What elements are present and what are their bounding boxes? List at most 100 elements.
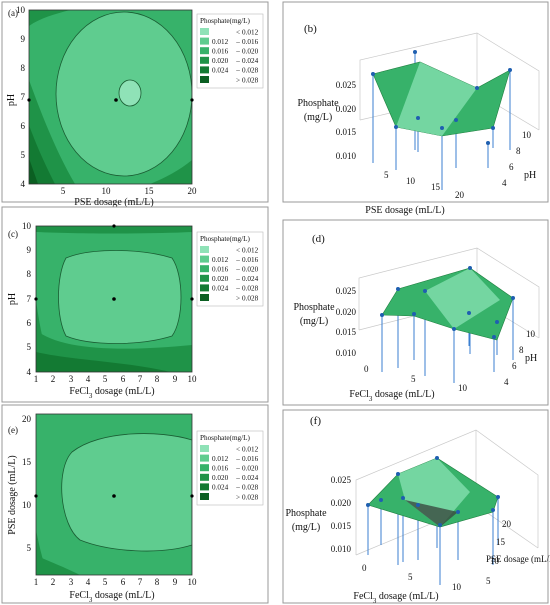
xtick: 4 (86, 374, 91, 384)
ztick: 0.025 (331, 475, 352, 485)
ytick: 8 (516, 146, 521, 156)
xtick: 10 (188, 577, 198, 587)
contour-a-axes (28, 9, 193, 185)
contour-e-band-012 (61, 433, 192, 552)
legend-entry-text: 0.028 (242, 76, 259, 84)
legend-entry-text: 0.016 (242, 256, 259, 264)
contour-e-center-point (112, 494, 116, 498)
contour-a-xticks: 5 10 15 20 (61, 186, 197, 196)
xtick: 5 (61, 186, 66, 196)
ztick: 0.010 (336, 348, 357, 358)
legend-entry-text: – (235, 455, 240, 463)
legend-swatch (200, 28, 209, 35)
legend-swatch (200, 454, 209, 462)
xtick: 10 (102, 186, 112, 196)
panel-label-f: (f) (310, 415, 321, 427)
legend-entry-text: 0.020 (212, 275, 229, 283)
ytick: 20 (502, 519, 512, 529)
panel-c: (c) 1 2 3 4 5 6 7 8 9 10 4 5 (1, 206, 269, 403)
xtick: 6 (121, 577, 126, 587)
ztick: 0.015 (331, 521, 352, 531)
contour-c-edge-point (112, 224, 116, 228)
surface-d-zlabel-1: Phosphate (293, 302, 335, 313)
ytick: 7 (27, 294, 32, 304)
legend-swatch (200, 265, 209, 273)
ytick: 10 (16, 5, 26, 15)
contour-a-edge-point (190, 98, 194, 102)
legend-entry-text: 0.028 (242, 484, 259, 492)
surface-b-zlabel-1: Phosphate (297, 98, 339, 109)
legend-swatch (200, 76, 209, 83)
panel-e: (e) 1 2 3 4 5 6 7 8 9 10 5 10 15 20 (1, 404, 269, 604)
xtick: 7 (138, 577, 143, 587)
panel-a: (a) 5 10 15 20 4 5 6 7 8 9 1 (1, 1, 269, 208)
contour-c-top-band (36, 226, 192, 234)
xtick: 0 (364, 364, 369, 374)
contour-a-yticks: 4 5 6 7 8 9 10 (16, 5, 26, 189)
legend-swatch (200, 255, 209, 263)
ytick: 5 (27, 543, 32, 553)
ytick: 6 (21, 121, 26, 131)
surface-f-zlabel-2: (mg/L) (292, 522, 320, 533)
contour-c-center-point (112, 297, 116, 301)
contour-c-ylabel: pH (7, 293, 18, 305)
ytick: 9 (27, 245, 32, 255)
xtick: 1 (34, 374, 39, 384)
contour-e-yticks: 5 10 15 20 (22, 414, 32, 553)
xtick: 0 (362, 563, 367, 573)
legend-entry-text: – (235, 57, 240, 65)
panel-label-e: (e) (8, 425, 18, 435)
legend-entry-text: 0.024 (212, 285, 229, 293)
ytick: 5 (21, 150, 26, 160)
xtick: 9 (173, 577, 178, 587)
ztick: 0.025 (336, 286, 357, 296)
contour-c-xticks: 1 2 3 4 5 6 7 8 9 10 (34, 374, 197, 384)
legend-entry-text: 0.020 (212, 57, 229, 65)
legend-entry-text: < (236, 445, 240, 453)
xtick: 10 (452, 582, 462, 592)
panel-label-d: (d) (312, 233, 325, 245)
legend-entry-text: 0.028 (242, 67, 259, 75)
legend-entry-text: – (235, 484, 240, 492)
ytick: 6 (512, 361, 517, 371)
surface-d-ylabel: pH (525, 353, 537, 364)
xtick: 15 (431, 182, 441, 192)
legend-swatch (200, 246, 209, 253)
xtick: 2 (51, 374, 56, 384)
legend-swatch (200, 483, 209, 491)
legend-entry-text: – (235, 38, 240, 46)
legend-title: Phosphate(mg/L) (200, 235, 251, 243)
legend-c: Phosphate(mg/L)< 0.0120.012–0.0160.016–0.… (196, 231, 264, 307)
ztick: 0.020 (336, 307, 357, 317)
legend-swatch (200, 284, 209, 292)
surface-f-ylabel: PSE dosage (mL/L) (486, 554, 550, 564)
ytick: 10 (22, 221, 32, 231)
contour-a-band-020-corner-tl (29, 10, 70, 26)
legend-entry-text: 0.024 (242, 474, 259, 482)
legend-entry-text: 0.012 (212, 455, 229, 463)
ytick: 8 (21, 63, 26, 73)
legend-entry-text: – (235, 465, 240, 473)
legend-title: Phosphate(mg/L) (200, 434, 251, 442)
contour-e-edge-point (34, 494, 38, 498)
ztick: 0.015 (336, 327, 357, 337)
surface-d-highlight (425, 268, 500, 329)
surface-f-points (366, 456, 500, 527)
contour-a-band-028-corner-bl (29, 158, 38, 184)
legend-entry-text: < (236, 246, 240, 254)
contour-e-xticks: 1 2 3 4 5 6 7 8 9 10 (34, 577, 197, 587)
xtick: 8 (155, 374, 160, 384)
legend-entry-text: 0.016 (212, 266, 229, 274)
xtick: 4 (86, 577, 91, 587)
xtick: 20 (455, 190, 465, 200)
xtick: 10 (406, 176, 416, 186)
legend-entry-text: – (235, 256, 240, 264)
legend-entry-text: – (235, 285, 240, 293)
legend-entry-text: 0.020 (242, 48, 259, 56)
legend-title: Phosphate(mg/L) (200, 17, 251, 25)
ztick: 0.010 (331, 544, 352, 554)
legend-swatch (200, 294, 209, 301)
legend-entry-text: > (236, 76, 240, 84)
legend-swatch (200, 66, 209, 74)
